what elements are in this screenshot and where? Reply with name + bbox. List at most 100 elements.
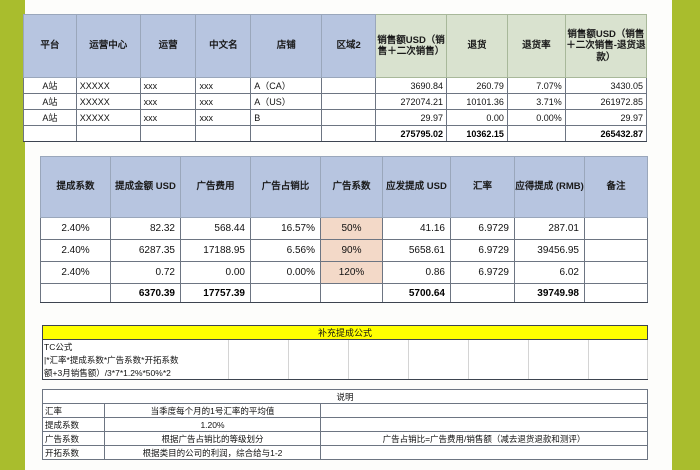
- cell-cn-name: xxx: [195, 93, 252, 110]
- formula-line-row: 额+3月销售额）/3*7*1.2%*50%*2: [42, 366, 649, 380]
- formula-pad-14: [587, 353, 649, 366]
- notes-title-row: 说明: [41, 389, 649, 404]
- cell-net-usd: 3430.05: [564, 77, 648, 94]
- formula-pad-21: [587, 366, 649, 380]
- th-remark: 备注: [584, 156, 648, 218]
- cell-commission-rate: 2.40%: [40, 217, 111, 240]
- cell-ad-cost: 17188.95: [180, 239, 251, 262]
- supplementary-formula-block: 补充提成公式 TC公式 |*汇率*提成系数*广告系数*开拓系数 额+3月销售额）…: [41, 325, 649, 380]
- cell-ad-ratio: 6.56%: [250, 239, 321, 262]
- cell-fx-rate: 6.9729: [450, 239, 515, 262]
- cell-return-rate: 7.07%: [506, 77, 566, 94]
- th-operation: 运营: [139, 14, 197, 78]
- total-remark: [584, 283, 648, 303]
- cell-net-usd: 261972.85: [564, 93, 648, 110]
- th-ad-coefficient: 广告系数: [320, 156, 383, 218]
- total-blank-1: [23, 125, 77, 142]
- th-ad-cost: 广告费用: [180, 156, 251, 218]
- cell-region2: [321, 109, 377, 126]
- cell-shop: B: [250, 109, 323, 126]
- cell-ad-coefficient: 120%: [320, 261, 383, 284]
- cell-cn-name: xxx: [195, 109, 252, 126]
- th-returns: 退货: [446, 14, 508, 78]
- formula-line-row: |*汇率*提成系数*广告系数*开拓系数: [42, 353, 649, 366]
- total-payable-usd: 5700.64: [382, 283, 451, 303]
- cell-return-rate: 0.00%: [506, 109, 566, 126]
- cell-shop: A（CA）: [250, 77, 323, 94]
- note-label-commission-rate: 提成系数: [42, 417, 105, 432]
- formula-pad-20: [528, 366, 589, 380]
- formula-pad-6: [528, 339, 589, 353]
- th-center: 运营中心: [75, 14, 141, 78]
- note-value-fx: 当季度每个月的1号汇率的平均值: [104, 403, 321, 418]
- table-row: 开拓系数 根据类目的公司的利润，综合给与1-2: [42, 445, 649, 460]
- sales-summary-table: 平台 运营中心 运营 中文名 店铺 区域2 销售额USD（销售＋二次销售） 退货…: [23, 14, 648, 142]
- table-row: A站 XXXXX xxx xxx B 29.97 0.00 0.00% 29.9…: [23, 109, 648, 126]
- th-payable-usd: 应发提成 USD: [382, 156, 451, 218]
- total-net-usd: 265432.87: [564, 125, 648, 142]
- total-fx-rate: [450, 283, 515, 303]
- cell-returns: 260.79: [446, 77, 508, 94]
- total-ad-coefficient: [320, 283, 383, 303]
- formula-pad-12: [468, 353, 529, 366]
- cell-center: XXXXX: [75, 77, 141, 94]
- formula-pad-3: [348, 339, 409, 353]
- cell-fx-rate: 6.9729: [450, 261, 515, 284]
- total-commission-usd: 6370.39: [110, 283, 181, 303]
- th-fx-rate: 汇率: [450, 156, 515, 218]
- cell-payable-rmb: 287.01: [514, 217, 585, 240]
- cell-ad-coefficient: 90%: [320, 239, 383, 262]
- note-label-fx: 汇率: [42, 403, 105, 418]
- total-returns: 10362.15: [446, 125, 508, 142]
- cell-ad-coefficient: 50%: [320, 217, 383, 240]
- cell-commission-usd: 82.32: [110, 217, 181, 240]
- th-shop: 店铺: [250, 14, 323, 78]
- th-cn-name: 中文名: [195, 14, 252, 78]
- table2-header-row: 提成系数 提成金额 USD 广告费用 广告占销比 广告系数 应发提成 USD 汇…: [40, 156, 648, 218]
- right-green-border: [672, 0, 700, 470]
- cell-commission-rate: 2.40%: [40, 239, 111, 262]
- cell-region2: [321, 93, 377, 110]
- table-row: 提成系数 1.20%: [42, 417, 649, 432]
- table1-header-row: 平台 运营中心 运营 中文名 店铺 区域2 销售额USD（销售＋二次销售） 退货…: [23, 14, 648, 78]
- formula-pad-8: [228, 353, 289, 366]
- table-row: A站 XXXXX xxx xxx A（US） 272074.21 10101.3…: [23, 93, 648, 110]
- total-blank-6: [321, 125, 377, 142]
- th-platform: 平台: [23, 14, 77, 78]
- cell-payable-usd: 5658.61: [382, 239, 451, 262]
- left-green-border: [0, 0, 25, 470]
- total-ad-ratio: [250, 283, 321, 303]
- cell-payable-usd: 0.86: [382, 261, 451, 284]
- cell-platform: A站: [23, 93, 77, 110]
- table-row: A站 XXXXX xxx xxx A（CA） 3690.84 260.79 7.…: [23, 77, 648, 94]
- cell-returns: 10101.36: [446, 93, 508, 110]
- note-extra-ad-coefficient: 广告占销比=广告费用/销售额（减去退货退款和测评）: [319, 431, 649, 446]
- cell-payable-usd: 41.16: [382, 217, 451, 240]
- formula-pad-2: [288, 339, 349, 353]
- cell-returns: 0.00: [446, 109, 508, 126]
- cell-payable-rmb: 6.02: [514, 261, 585, 284]
- formula-pad-5: [468, 339, 529, 353]
- th-commission-usd: 提成金额 USD: [110, 156, 181, 218]
- cell-ad-ratio: 16.57%: [250, 217, 321, 240]
- th-return-rate: 退货率: [506, 14, 566, 78]
- formula-pad-13: [528, 353, 589, 366]
- table-row: 2.40% 82.32 568.44 16.57% 50% 41.16 6.97…: [40, 217, 648, 240]
- formula-line-2: |*汇率*提成系数*广告系数*开拓系数: [42, 353, 229, 366]
- cell-fx-rate: 6.9729: [450, 217, 515, 240]
- cell-platform: A站: [23, 109, 77, 126]
- th-commission-rate: 提成系数: [40, 156, 111, 218]
- formula-pad-1: [228, 339, 289, 353]
- formula-pad-7: [587, 339, 649, 353]
- table-row: 2.40% 0.72 0.00 0.00% 120% 0.86 6.9729 6…: [40, 261, 648, 284]
- cell-region2: [321, 77, 377, 94]
- note-extra-commission-rate: [319, 417, 649, 432]
- formula-title: 补充提成公式: [41, 325, 649, 340]
- formula-pad-11: [408, 353, 469, 366]
- formula-pad-10: [348, 353, 409, 366]
- notes-table: 说明 汇率 当季度每个月的1号汇率的平均值 提成系数 1.20% 广告系数 根据…: [41, 389, 649, 460]
- total-commission-rate: [40, 283, 111, 303]
- th-ad-sales-ratio: 广告占销比: [250, 156, 321, 218]
- total-blank-2: [75, 125, 141, 142]
- cell-ad-ratio: 0.00%: [250, 261, 321, 284]
